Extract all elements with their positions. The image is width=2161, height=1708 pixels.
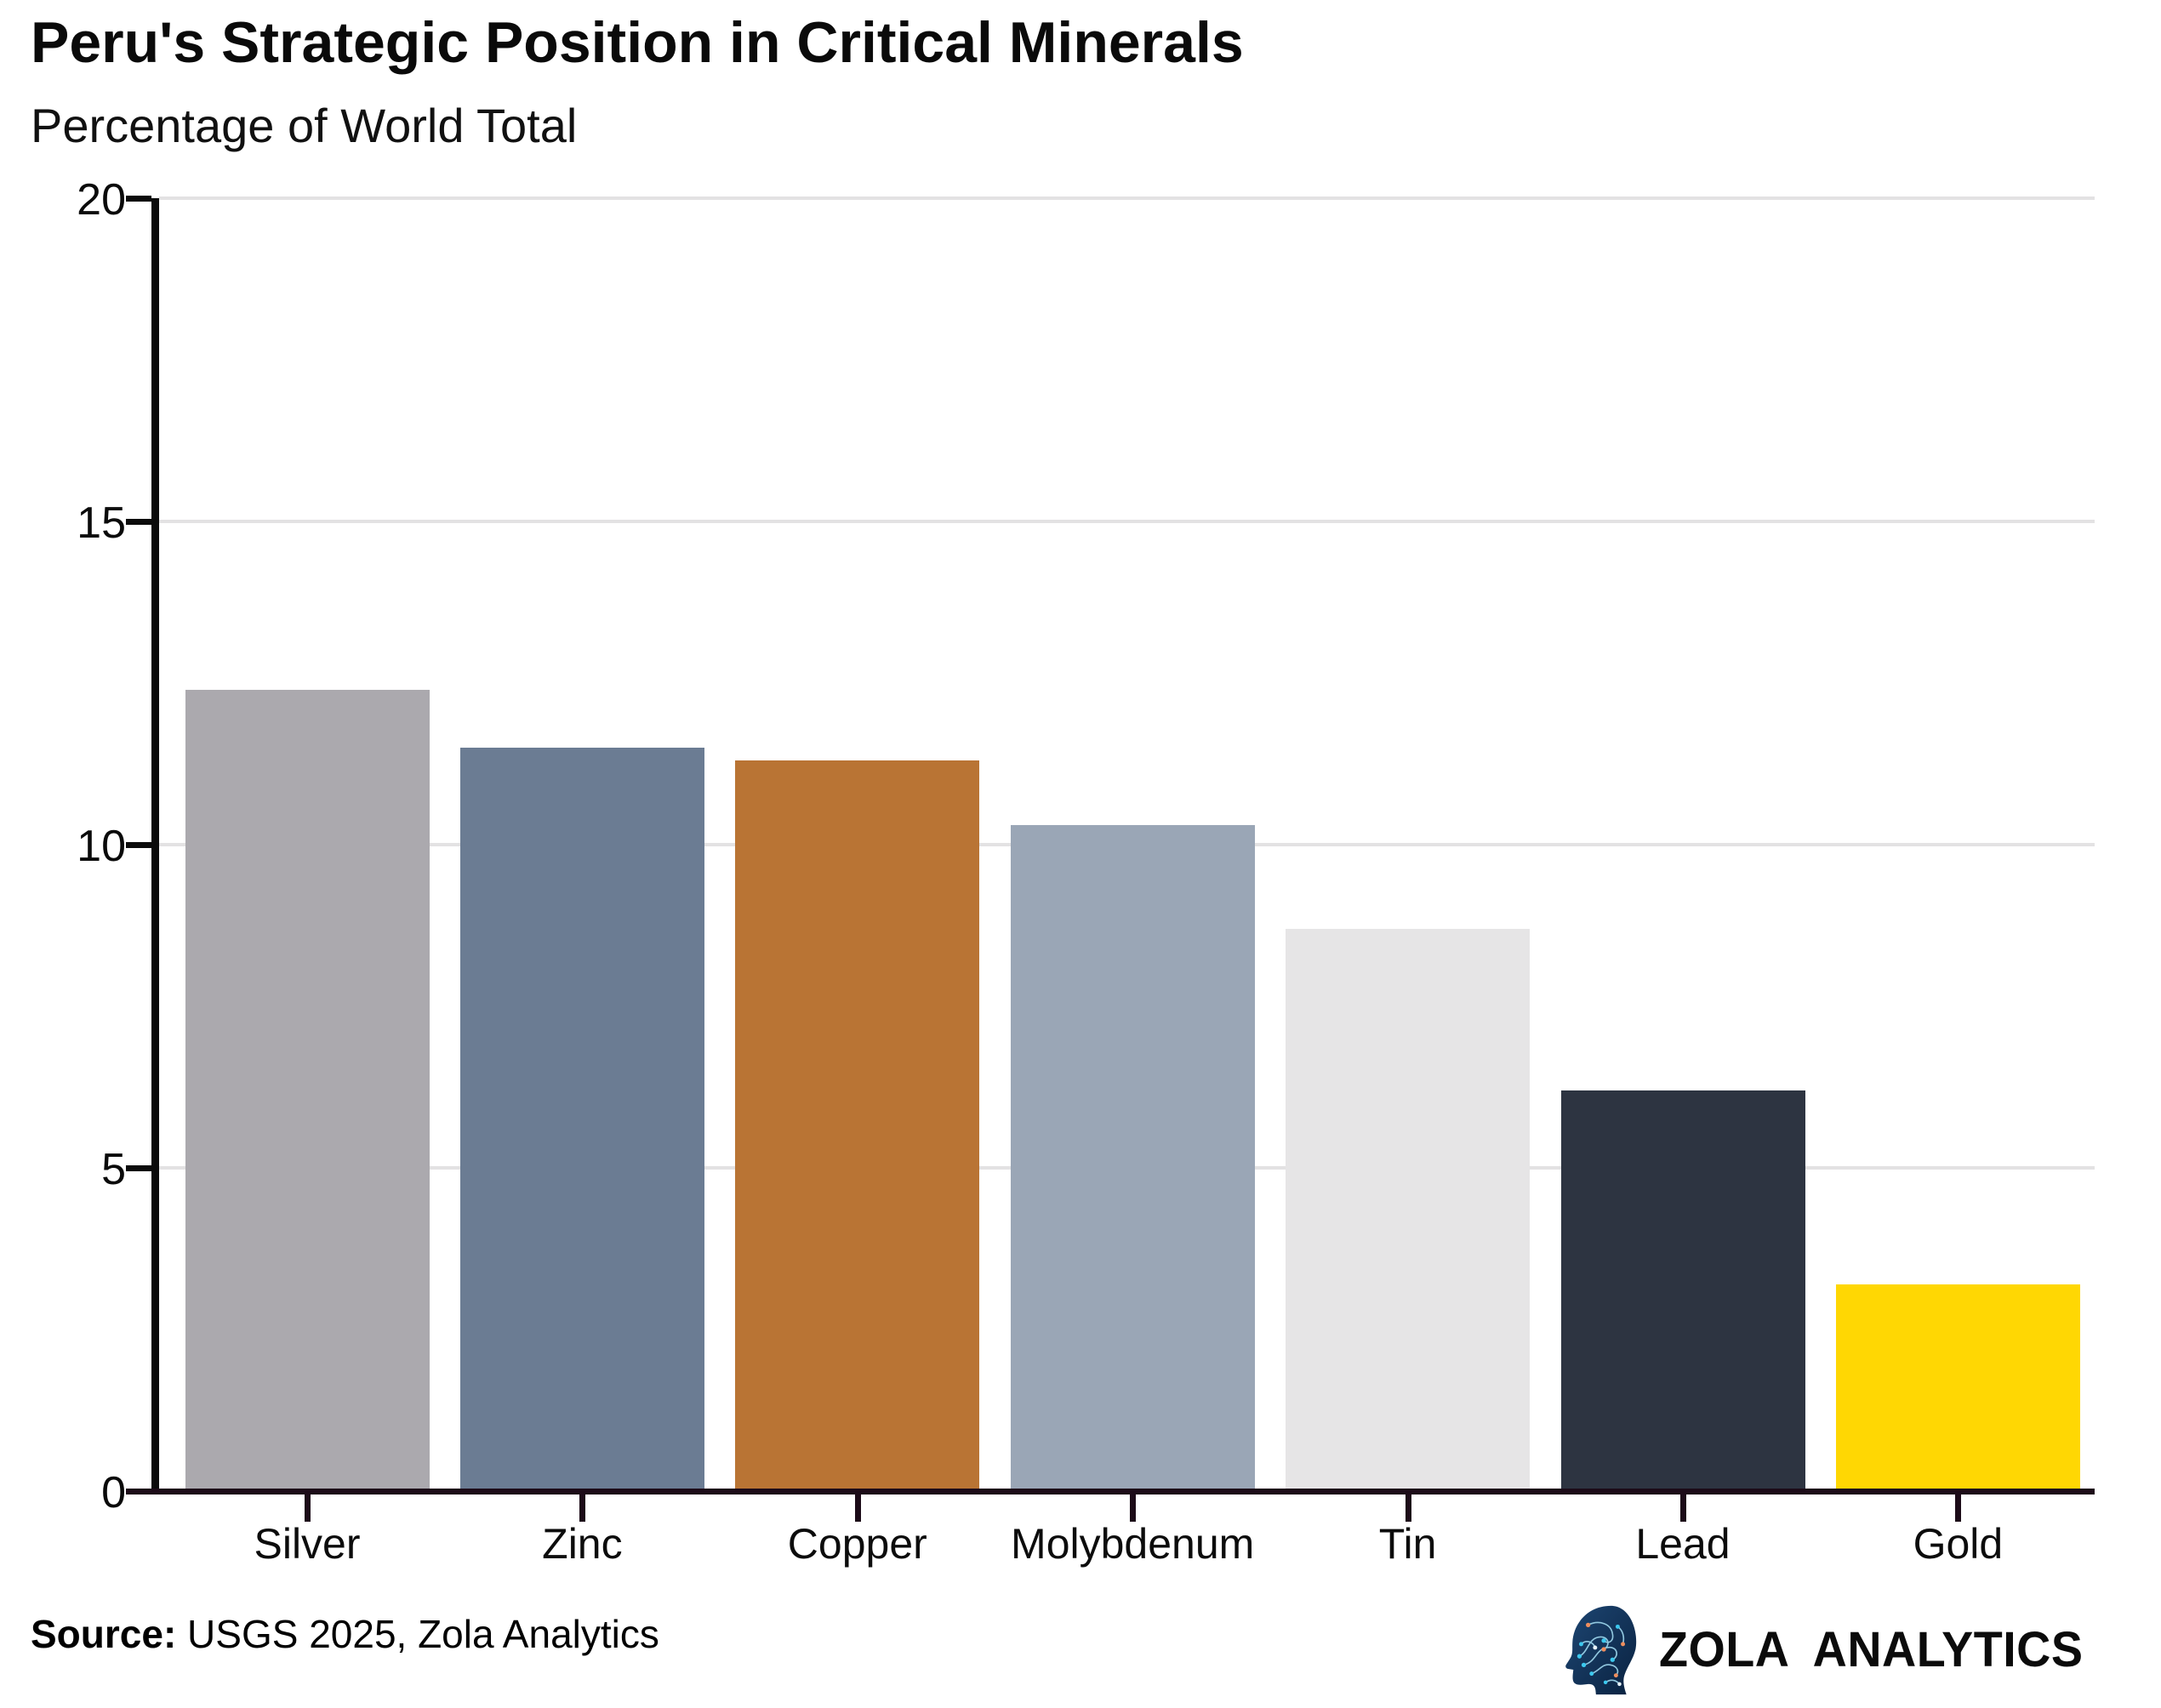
x-axis-tick-tin [1405,1494,1411,1522]
y-tick-label-5: 5 [101,1145,126,1194]
y-tick-label-15: 15 [77,498,126,548]
gridline-y-15 [159,520,2095,523]
x-axis-tick-silver [305,1494,311,1522]
y-tick-label-0: 0 [101,1468,126,1517]
y-axis-tick-15 [126,519,151,525]
bar-silver [185,689,430,1489]
x-axis-tick-gold [1955,1494,1962,1522]
x-axis-tick-lead [1680,1494,1686,1522]
chart-title: Peru's Strategic Position in Critical Mi… [31,10,1244,75]
source-label: Source: [31,1612,177,1656]
y-axis-tick-20 [126,196,151,202]
y-tick-label-20: 20 [77,175,126,225]
x-axis-tick-molybdenum [1130,1494,1137,1522]
zola-analytics-logo: ZOLA ANALYTICS [1562,1603,2101,1696]
category-label-lead: Lead [1635,1520,1731,1568]
chart-subtitle: Percentage of World Total [31,99,578,152]
bar-molybdenum [1010,825,1255,1489]
y-axis-tick-5 [126,1165,151,1171]
category-label-zinc: Zinc [542,1520,623,1568]
x-axis-line [126,1489,2095,1494]
bar-zinc [459,748,704,1489]
bar-tin [1286,928,1531,1489]
x-axis-tick-zinc [579,1494,586,1522]
source-note: Source: USGS 2025, Zola Analytics [31,1614,659,1654]
bar-gold [1835,1284,2080,1489]
y-axis-line [151,198,159,1494]
source-text: USGS 2025, Zola Analytics [176,1612,659,1656]
category-label-copper: Copper [787,1520,927,1568]
y-tick-label-10: 10 [77,822,126,871]
category-label-molybdenum: Molybdenum [1011,1520,1255,1568]
circuit-head-icon [1565,1605,1637,1695]
logo-brand-text: ZOLA ANALYTICS [1659,1621,2084,1677]
x-axis-tick-copper [854,1494,861,1522]
category-label-silver: Silver [254,1520,361,1568]
category-label-tin: Tin [1378,1520,1437,1568]
bar-lead [1560,1090,1805,1489]
gridline-y-20 [159,196,2095,200]
y-axis-tick-10 [126,842,151,848]
bar-copper [735,760,980,1489]
category-label-gold: Gold [1913,1520,2004,1568]
